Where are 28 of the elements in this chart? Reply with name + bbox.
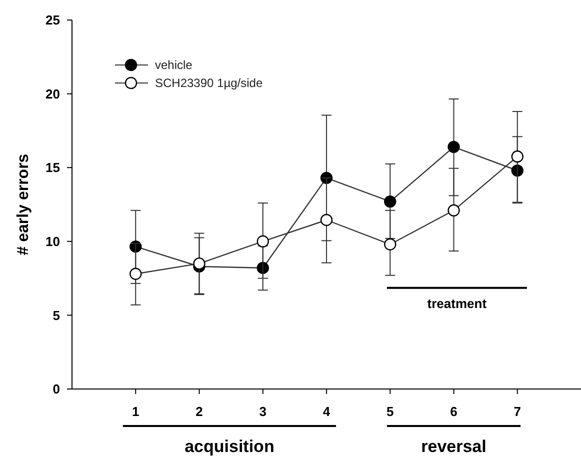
point (448, 140, 460, 154)
text: acquisition (184, 437, 274, 456)
legend-label: SCH23390 1µg/side (155, 76, 263, 90)
y-tick-label: 25 (46, 12, 60, 28)
y-tick-label: 5 (52, 308, 60, 323)
point (448, 204, 460, 217)
point (193, 257, 206, 270)
y-axis-title: # early errors (15, 154, 32, 256)
annotation: treatment (427, 296, 488, 311)
point (384, 238, 396, 250)
x-tick-label: 6 (450, 404, 458, 419)
y-tick-label: 20 (46, 86, 60, 102)
point (320, 214, 333, 226)
x-tick-label: 4 (322, 404, 331, 419)
text: reversal (421, 437, 486, 456)
x-tick-label: 5 (386, 404, 394, 419)
x-tick-label: 7 (514, 404, 521, 419)
legend-label: vehicle (155, 58, 193, 72)
y-tick-label: 0 (52, 382, 60, 397)
x-tick-label: 1 (132, 404, 140, 419)
x-tick-label: 3 (259, 404, 266, 419)
point (511, 150, 524, 163)
x-tick-label: 2 (196, 404, 203, 419)
y-tick-label: 15 (46, 160, 60, 176)
y-tick-label: 10 (46, 234, 60, 249)
point (384, 195, 396, 208)
point (256, 235, 269, 248)
point (130, 268, 142, 280)
